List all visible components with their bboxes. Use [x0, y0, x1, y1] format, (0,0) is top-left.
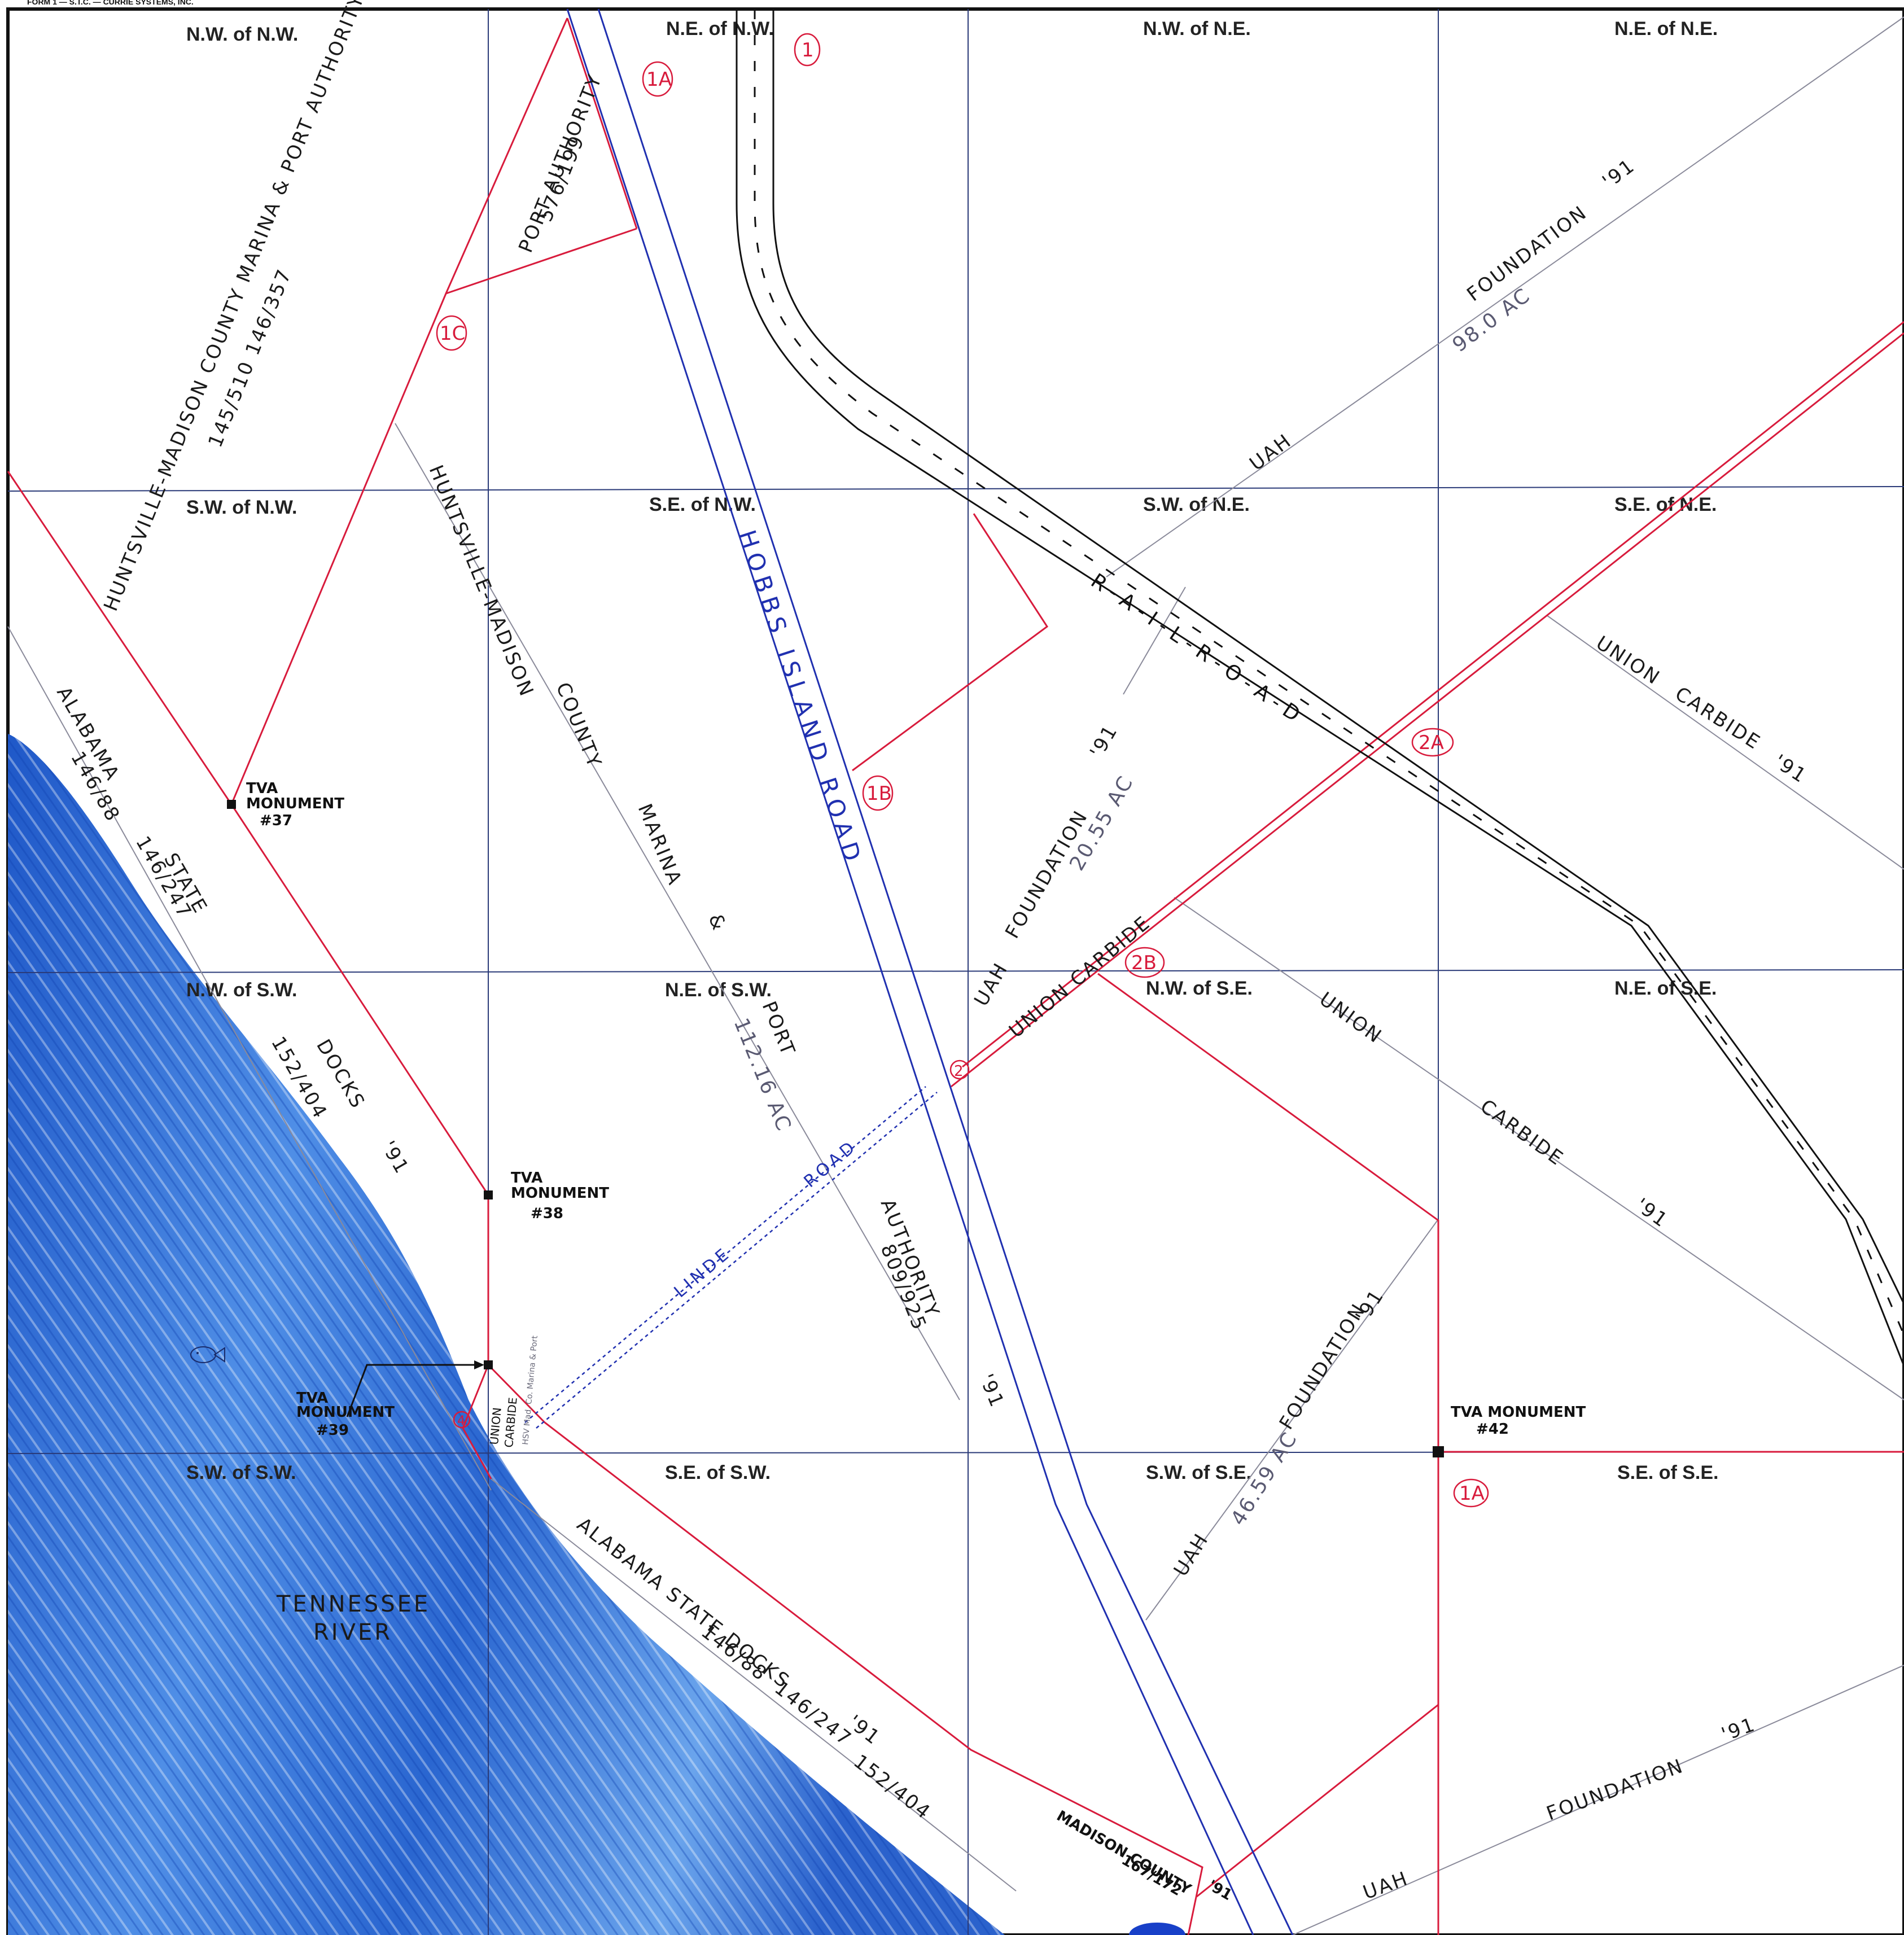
- monument-37-line1: TVA: [246, 780, 278, 797]
- quarter-label: N.W. of N.W.: [186, 24, 298, 45]
- uah-bottom-label: UAH: [1360, 1867, 1411, 1905]
- blue-mark: [1129, 1923, 1185, 1935]
- foundation-ne-label: FOUNDATION: [1463, 201, 1591, 306]
- monument-37-line3: #37: [260, 812, 292, 829]
- svg-text:1B: 1B: [866, 782, 892, 805]
- monument-marker-icon: [484, 1360, 493, 1369]
- union-carbide-se-carbide: CARBIDE: [1476, 1095, 1568, 1171]
- svg-text:2B: 2B: [1131, 952, 1157, 974]
- monument-37-line2: MONUMENT: [246, 795, 344, 812]
- quarter-label: S.W. of N.E.: [1143, 494, 1250, 515]
- foundation-bottom-label: FOUNDATION: [1543, 1754, 1687, 1825]
- linde-road: LINDE ROAD: [525, 1087, 937, 1428]
- hmc-marina-top-label: HUNTSVILLE-MADISON COUNTY MARINA & PORT …: [99, 0, 385, 614]
- uah-mid-label: UAH: [970, 958, 1013, 1010]
- quarter-label: S.E. of S.E.: [1617, 1462, 1718, 1483]
- hmc-marina-mid-marina: MARINA: [633, 800, 686, 889]
- docks-year: '91: [377, 1137, 413, 1179]
- hmc-marina-mid-label: HUNTSVILLE-MADISON: [424, 462, 539, 701]
- monument-marker-icon: [484, 1190, 493, 1199]
- tract-marker-2b: 2B: [1126, 948, 1164, 977]
- tract-marker-1c: 1C: [437, 316, 466, 350]
- monument-37: TVA MONUMENT #37: [227, 780, 344, 829]
- hobbs-island-road-label: HOBBS ISLAND ROAD: [733, 527, 868, 870]
- uah-ne-label: UAH: [1245, 429, 1296, 475]
- svg-text:2A: 2A: [1419, 732, 1444, 754]
- quarter-label: S.E. of S.W.: [665, 1462, 771, 1483]
- svg-text:1A: 1A: [1459, 1482, 1485, 1505]
- tract-marker-1a-top: 1A: [643, 62, 672, 96]
- monument-39-line3: #39: [316, 1422, 349, 1439]
- tennessee-river: TENNESSEE RIVER: [8, 734, 1005, 1935]
- form-header-text: FORM 1 — S.T.C. — CURRIE SYSTEMS, INC.: [27, 0, 194, 6]
- authority-mid-year: '91: [975, 1371, 1009, 1411]
- foundation-mid-label: FOUNDATION: [1001, 806, 1093, 943]
- foundation-mid-year: '91: [1086, 720, 1122, 761]
- union-carbide-strip-label: UNION CARBIDE: [1005, 911, 1155, 1042]
- svg-text:2: 2: [954, 1063, 964, 1080]
- monument-marker-icon: [227, 800, 236, 809]
- alabama-bottom-ref3: 152/404: [849, 1750, 935, 1824]
- monument-38-line2: MONUMENT: [511, 1185, 609, 1202]
- svg-text:1: 1: [802, 39, 814, 62]
- tract-marker-1b: 1B: [863, 776, 892, 810]
- union-carbide-se-year: '91: [1631, 1194, 1673, 1233]
- monument-39-line2: MONUMENT: [296, 1404, 395, 1421]
- monument-38-line3: #38: [531, 1205, 563, 1222]
- quarter-label: S.W. of S.E.: [1146, 1462, 1251, 1483]
- tiny-pencil-note: HSV Mad. Co. Marina & Port: [521, 1335, 540, 1445]
- river-label-line1: TENNESSEE: [276, 1591, 430, 1617]
- alabama-bottom-year: '91: [843, 1711, 885, 1750]
- quarter-label: N.W. of S.E.: [1146, 978, 1253, 999]
- svg-text:4: 4: [457, 1414, 465, 1428]
- river-label-line2: RIVER: [313, 1619, 392, 1645]
- svg-text:1A: 1A: [646, 68, 672, 91]
- monument-42-line2: #42: [1476, 1421, 1509, 1438]
- quarter-label: S.E. of N.W.: [649, 494, 756, 515]
- linde-road-label-2: ROAD: [800, 1136, 861, 1192]
- quarter-label: S.W. of S.W.: [186, 1462, 296, 1483]
- linde-road-label: LINDE: [671, 1243, 735, 1302]
- tract-marker-2: 2: [951, 1061, 969, 1080]
- union-carbide-se-union: UNION: [1315, 988, 1387, 1048]
- hmc-marina-mid-amp: &: [704, 910, 731, 934]
- foundation-ne-year: '91: [1598, 154, 1639, 193]
- tract-markers: 1 1A 1C 1B 2A 2B 2 1A 4: [437, 34, 1488, 1507]
- monument-42: TVA MONUMENT #42: [1433, 1404, 1586, 1457]
- union-carbide-small-union: UNION: [487, 1407, 504, 1445]
- railroad: R - A - I - L - R - O - A - D: [737, 9, 1904, 1366]
- union-carbide-ne-year: '91: [1770, 750, 1811, 788]
- foundation-se-label: FOUNDATION: [1275, 1299, 1371, 1434]
- monument-marker-icon: [1433, 1446, 1444, 1457]
- union-carbide-ne-carbide: CARBIDE: [1671, 682, 1765, 755]
- quarter-label: N.E. of S.E.: [1614, 978, 1717, 999]
- quarter-labels: N.W. of N.W. N.E. of N.W. N.W. of N.E. N…: [186, 18, 1718, 1483]
- tract-marker-1: 1: [795, 34, 820, 65]
- hmc-marina-mid-county: COUNTY: [551, 679, 606, 772]
- form-header: FORM 1 — S.T.C. — CURRIE SYSTEMS, INC.: [0, 0, 1904, 6]
- quarter-label: S.E. of N.E.: [1614, 494, 1717, 515]
- monument-38-line1: TVA: [511, 1170, 542, 1187]
- union-carbide-ne-union: UNION: [1592, 632, 1665, 690]
- quarter-label: S.W. of N.W.: [186, 497, 297, 518]
- madison-county-year: '91: [1205, 1877, 1235, 1904]
- quarter-label: N.W. of N.E.: [1143, 18, 1251, 40]
- monument-38: TVA MONUMENT #38: [484, 1170, 609, 1222]
- quarter-label: N.E. of N.E.: [1614, 18, 1718, 40]
- quarter-label: N.E. of N.W.: [666, 18, 774, 40]
- union-carbide-small-carbide: CARBIDE: [502, 1396, 520, 1448]
- tract-marker-1a-bottom: 1A: [1454, 1479, 1488, 1507]
- monument-42-line1: TVA MONUMENT: [1451, 1404, 1586, 1421]
- alabama-bottom-ref2: 146/247: [770, 1677, 856, 1751]
- arrow-head-icon: [474, 1360, 484, 1369]
- railroad-label: R - A - I - L - R - O - A - D: [1087, 569, 1304, 726]
- tract-marker-2a: 2A: [1412, 729, 1453, 756]
- foundation-bottom-year: '91: [1718, 1713, 1759, 1746]
- svg-text:1C: 1C: [440, 322, 465, 345]
- quarter-label: N.W. of S.W.: [186, 979, 297, 1001]
